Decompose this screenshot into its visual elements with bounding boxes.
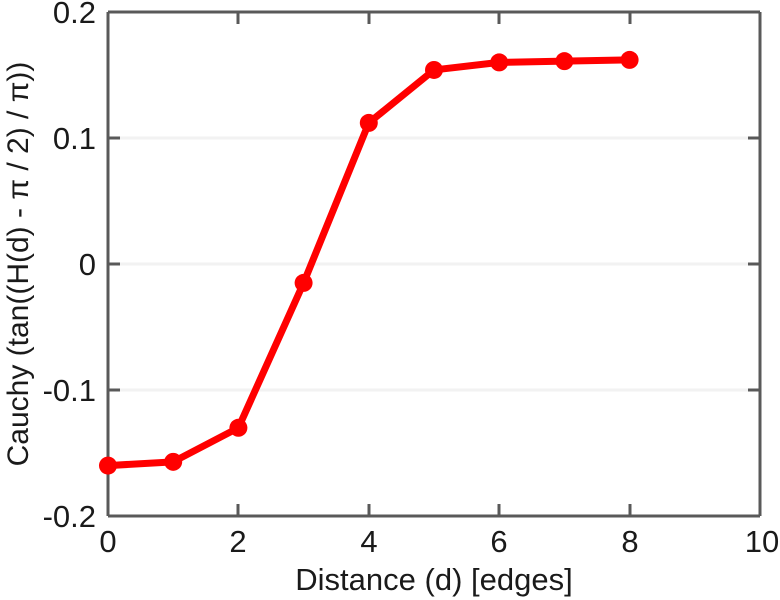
yticks [108,136,760,392]
gridlines-y [108,136,760,392]
data-point [99,456,117,475]
data-point [164,452,183,471]
series-markers [99,50,639,475]
data-point [425,60,443,79]
ytick-label-0.1: 0.1 [53,121,96,156]
ytick-label-0.2: 0.2 [53,0,96,30]
data-point [490,53,509,72]
series-cauchy [99,50,639,475]
xtick-label-4: 4 [360,524,377,559]
xticks [106,12,762,516]
data-point [294,273,313,292]
data-point [620,50,639,69]
xtick-label-10: 10 [745,524,779,559]
data-point [359,113,378,132]
ytick-label--0.2: -0.2 [43,499,96,534]
ytick-label-0: 0 [79,247,96,282]
ytick-labels: 0.2 0.1 0 -0.1 -0.2 [43,0,96,534]
ytick-label--0.1: -0.1 [43,373,96,408]
data-point [229,418,248,437]
data-point [555,52,574,71]
xtick-label-6: 6 [490,524,507,559]
xtick-label-2: 2 [229,524,246,559]
y-axis-title: Cauchy (tan((H(d) - π / 2) / π)) [2,62,35,467]
xtick-label-0: 0 [99,524,116,559]
xtick-label-8: 8 [621,524,638,559]
x-axis-title: Distance (d) [edges] [295,562,572,597]
xtick-labels: 0 2 4 6 8 10 [99,524,779,559]
